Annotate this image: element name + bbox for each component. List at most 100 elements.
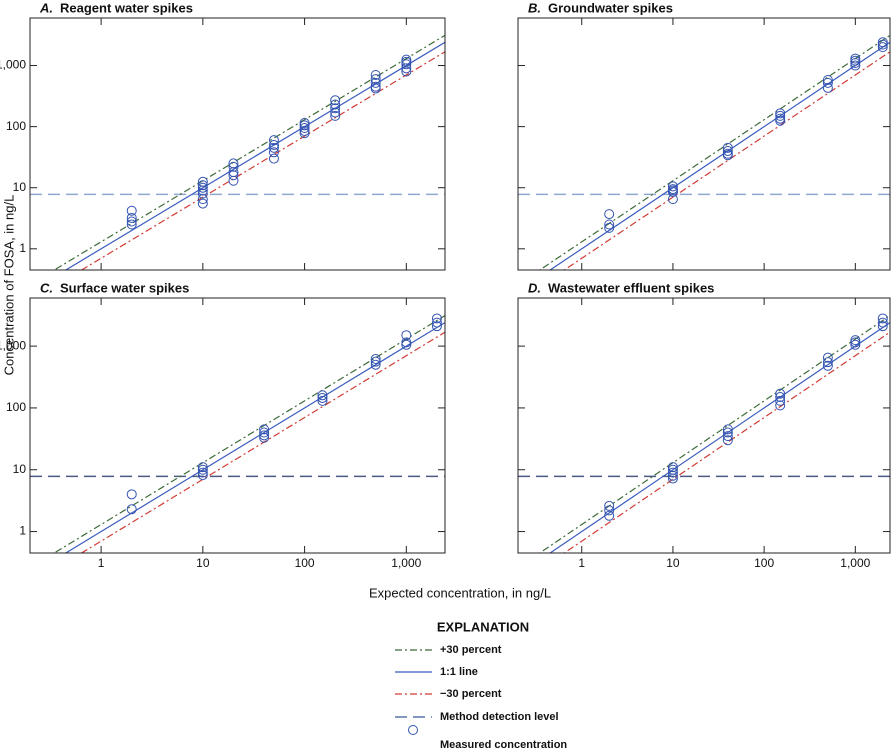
data-point: [775, 110, 786, 121]
data-point: [850, 60, 861, 71]
data-point: [822, 74, 833, 85]
data-point: [330, 99, 341, 110]
data-point: [259, 432, 270, 443]
y-tick-label: 1,000: [0, 338, 26, 352]
panel-label: C.: [40, 280, 53, 295]
data-point: [604, 510, 615, 521]
panel: D. Wastewater effluent spikes 1 10 100 1,000: [517, 280, 891, 570]
panel: A. Reagent water spikes 1 10 100 1,000: [0, 0, 446, 271]
x-tick-label: 10: [196, 556, 210, 570]
data-point: [126, 219, 137, 230]
data-point: [850, 55, 861, 66]
data-point: [877, 37, 888, 48]
data-point: [822, 352, 833, 363]
reference-line: [64, 322, 445, 553]
data-point: [604, 209, 615, 220]
y-tick-label: 100: [6, 119, 26, 133]
data-point: [877, 321, 888, 332]
data-point: [401, 339, 412, 350]
data-point: [667, 187, 678, 198]
panel-title: Wastewater effluent spikes: [548, 280, 714, 295]
y-tick-label: 10: [13, 462, 27, 476]
plot-frame: [29, 17, 446, 271]
data-point: [431, 317, 442, 328]
plot-area: [518, 313, 890, 553]
data-point: [299, 117, 310, 128]
panel-label: B.: [528, 0, 541, 15]
data-point: [775, 388, 786, 399]
data-point: [317, 392, 328, 403]
reference-line: [549, 41, 890, 270]
data-point: [330, 110, 341, 121]
reference-line: [53, 315, 445, 553]
panel: B. Groundwater spikes: [517, 0, 891, 271]
data-point: [370, 359, 381, 370]
data-point: [197, 194, 208, 205]
data-point: [722, 431, 733, 442]
data-point: [197, 182, 208, 193]
data-point: [822, 82, 833, 93]
data-point: [850, 339, 861, 350]
data-point: [775, 108, 786, 119]
data-point: [850, 58, 861, 69]
y-tick-label: 10: [13, 180, 27, 194]
data-point: [370, 356, 381, 367]
reference-line: [538, 315, 890, 553]
x-tick-label: 1,000: [391, 556, 421, 570]
data-point: [401, 330, 412, 341]
data-point: [317, 390, 328, 401]
plot-frame: [29, 297, 446, 554]
data-point: [126, 205, 137, 216]
data-point: [228, 170, 239, 181]
data-point: [604, 505, 615, 516]
legend-title: EXPLANATION: [437, 619, 529, 634]
data-point: [197, 188, 208, 199]
data-point: [850, 337, 861, 348]
data-point: [722, 145, 733, 156]
plot-frame: [517, 17, 891, 271]
data-point: [431, 321, 442, 332]
data-point: [722, 424, 733, 435]
legend-label: Method detection level: [440, 711, 559, 723]
data-point: [228, 161, 239, 172]
data-point: [299, 125, 310, 136]
data-point: [126, 212, 137, 223]
data-point: [197, 462, 208, 473]
data-point: [299, 122, 310, 133]
legend-label: +30 percent: [440, 644, 502, 656]
x-tick-label: 100: [754, 556, 774, 570]
data-point: [330, 103, 341, 114]
panel-title: Groundwater spikes: [548, 0, 673, 15]
data-point: [604, 219, 615, 230]
reference-line: [549, 322, 890, 553]
data-point: [775, 392, 786, 403]
data-point: [775, 400, 786, 411]
x-tick-label: 1,000: [840, 556, 870, 570]
data-point: [604, 222, 615, 233]
panel-title: Reagent water spikes: [60, 0, 193, 15]
data-point: [722, 142, 733, 153]
x-tick-label: 1: [98, 556, 105, 570]
data-point: [722, 435, 733, 446]
data-point: [775, 115, 786, 126]
data-point: [667, 467, 678, 478]
x-tick-label: 10: [666, 556, 680, 570]
data-point: [401, 337, 412, 348]
data-point: [401, 59, 412, 70]
data-point: [259, 430, 270, 441]
data-point: [268, 140, 279, 151]
data-point: [401, 63, 412, 74]
data-point: [370, 353, 381, 364]
y-tick-label: 1,000: [0, 58, 26, 72]
reference-line: [80, 331, 445, 553]
data-point: [268, 147, 279, 158]
panel: C. Surface water spikes 1 10 100 1,000 1 10 100 1…: [0, 280, 446, 570]
data-point: [259, 427, 270, 438]
data-point: [299, 120, 310, 131]
y-tick-label: 1: [19, 524, 26, 538]
data-point: [268, 135, 279, 146]
data-point: [197, 470, 208, 481]
data-point: [401, 56, 412, 67]
data-point: [722, 150, 733, 161]
data-point: [877, 313, 888, 324]
